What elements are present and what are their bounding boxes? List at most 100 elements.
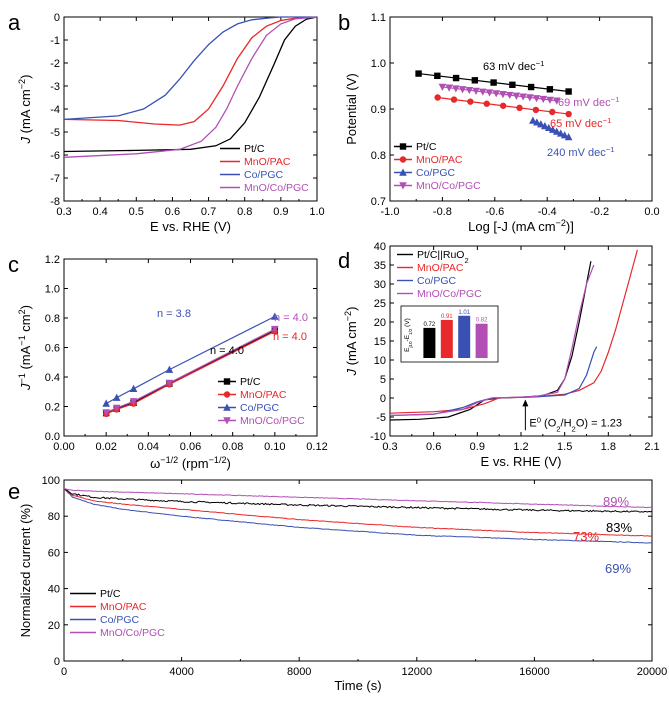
panel-label: d [338, 248, 350, 273]
y-axis-label-part: (mA cm [344, 321, 359, 369]
x-tick-label: 1.0 [309, 206, 324, 218]
end-value-label-part: 73% [573, 529, 599, 544]
data-point [541, 122, 549, 130]
data-point [546, 86, 554, 93]
series-mno-co-pgc [438, 83, 561, 105]
y-tick-label: -2 [50, 58, 60, 70]
legend-label: Pt/C [244, 143, 265, 155]
x-tick-label: 0.0 [644, 206, 659, 218]
legend-label: MnO/Co/PGC [240, 415, 305, 427]
data-point [450, 96, 458, 103]
x-axis-label-part: E vs. RHE (V) [481, 454, 562, 469]
x-tick-label: 0.3 [56, 206, 71, 218]
data-point [445, 84, 453, 92]
legend-label-part: Pt/C [244, 143, 265, 155]
y-axis-label: J−1 (mA−1 cm2) [17, 305, 33, 391]
legend-label: Pt/C [100, 588, 121, 600]
legend-label-part: MnO/PAC [417, 262, 464, 274]
x-axis-label-part: (rpm [178, 456, 208, 471]
series-line-mno-co-pgc [389, 264, 595, 417]
data-point [516, 104, 523, 112]
panel-e: 0 4000 8000 12000 16000 20000 100 80 60 40 20 0 e Tim… [8, 475, 667, 693]
data-point [452, 74, 460, 82]
legend-label: MnO/PAC [416, 154, 463, 166]
data-point [165, 379, 174, 387]
x-tick-label: -0.8 [433, 206, 452, 218]
x-axis-label: E vs. RHE (V) [150, 219, 231, 234]
data-point [552, 97, 561, 105]
legend-label-part: Co/PGC [417, 275, 457, 287]
n-annotation-part: n = 4.0 [210, 345, 244, 357]
x-tick-label: 0.9 [273, 206, 288, 218]
x-axis-label: Time (s) [334, 678, 381, 693]
n-annotation: n = 3.8 [157, 308, 191, 320]
slope-annotation-part: −1 [536, 59, 545, 68]
series-line-mno-pac [63, 488, 653, 537]
inset-y-label-part: j10 [408, 341, 413, 349]
data-point [112, 393, 121, 401]
x-tick-label: -0.4 [538, 206, 557, 218]
inset-bar-label: 0.82 [476, 318, 488, 324]
data-point [548, 125, 557, 133]
y-axis-label-part: cm [18, 314, 33, 335]
x-tick-label: 0.5 [129, 206, 144, 218]
y-axis-label-part: −1 [17, 335, 27, 345]
data-point [465, 86, 474, 95]
data-point [549, 108, 556, 116]
legend-marker [399, 156, 407, 163]
end-value-label: 89% [603, 494, 629, 509]
data-point [533, 118, 541, 126]
x-tick-label: 0.3 [382, 441, 397, 453]
legend-label-part: MnO/Co/PGC [417, 288, 482, 300]
data-point [483, 100, 490, 107]
y-tick-label: 25 [374, 298, 386, 310]
panel-label: a [8, 10, 21, 35]
y-axis-label: J (mA cm−2) [343, 307, 359, 377]
y-axis-label-part: J [344, 368, 359, 376]
y-tick-label: -8 [50, 196, 60, 208]
data-point [271, 312, 279, 320]
n-annotation: n = 4.0 [274, 312, 308, 324]
data-point [529, 116, 537, 124]
x-tick-label: 0.00 [53, 441, 74, 453]
legend-label-part: MnO/Co/PGC [416, 180, 481, 192]
data-point [129, 398, 138, 406]
y-tick-label: 1.0 [371, 58, 386, 70]
x-tick-label: 2.1 [644, 441, 659, 453]
legend-marker [399, 182, 407, 190]
y-tick-label: 0.4 [45, 372, 60, 384]
y-tick-label: 40 [48, 584, 60, 596]
x-axis-label: ω−1/2 (rpm−1/2) [150, 455, 231, 471]
y-tick-label: -1 [50, 35, 60, 47]
data-point [519, 93, 527, 101]
y-axis-label: Normalized current (%) [18, 504, 33, 638]
arrow-annotation-part: /H [561, 418, 572, 430]
x-tick-label: 1.2 [513, 441, 528, 453]
x-tick-label: 0.04 [138, 441, 159, 453]
x-tick-label: 0.6 [426, 441, 441, 453]
x-tick-label: -0.6 [485, 206, 504, 218]
panel-label: e [8, 479, 20, 504]
data-point [438, 83, 447, 91]
end-value-label: 73% [573, 529, 599, 544]
slope-annotation: 240 mV dec−1 [547, 145, 614, 160]
slope-annotation-part: 65 mV dec [550, 118, 603, 130]
panel-a: 0.3 0.4 0.5 0.6 0.7 0.8 0.9 1.0 0 -1 -2 -3 -4 -5 -6 -7 -… [8, 10, 325, 234]
data-point [434, 94, 441, 101]
legend-label-part: Pt/C [100, 588, 121, 600]
legend-label: MnO/PAC [244, 156, 291, 168]
legend-label-part: Co/PGC [244, 169, 284, 181]
slope-annotation-part: 69 mV dec [558, 97, 611, 109]
inset-y-label-part: (V) [404, 318, 411, 328]
series-pt-c [415, 70, 572, 95]
slope-annotation: 63 mV dec−1 [483, 59, 544, 74]
x-tick-label: 12000 [402, 666, 433, 678]
y-tick-label: 35 [374, 260, 386, 272]
data-point [552, 127, 561, 135]
series-line-co-pgc [63, 488, 653, 544]
y-axis-label-part: ) [18, 75, 33, 79]
slope-annotation-part: −1 [603, 116, 612, 125]
data-point [532, 95, 541, 103]
y-tick-label: 1.2 [45, 254, 60, 266]
